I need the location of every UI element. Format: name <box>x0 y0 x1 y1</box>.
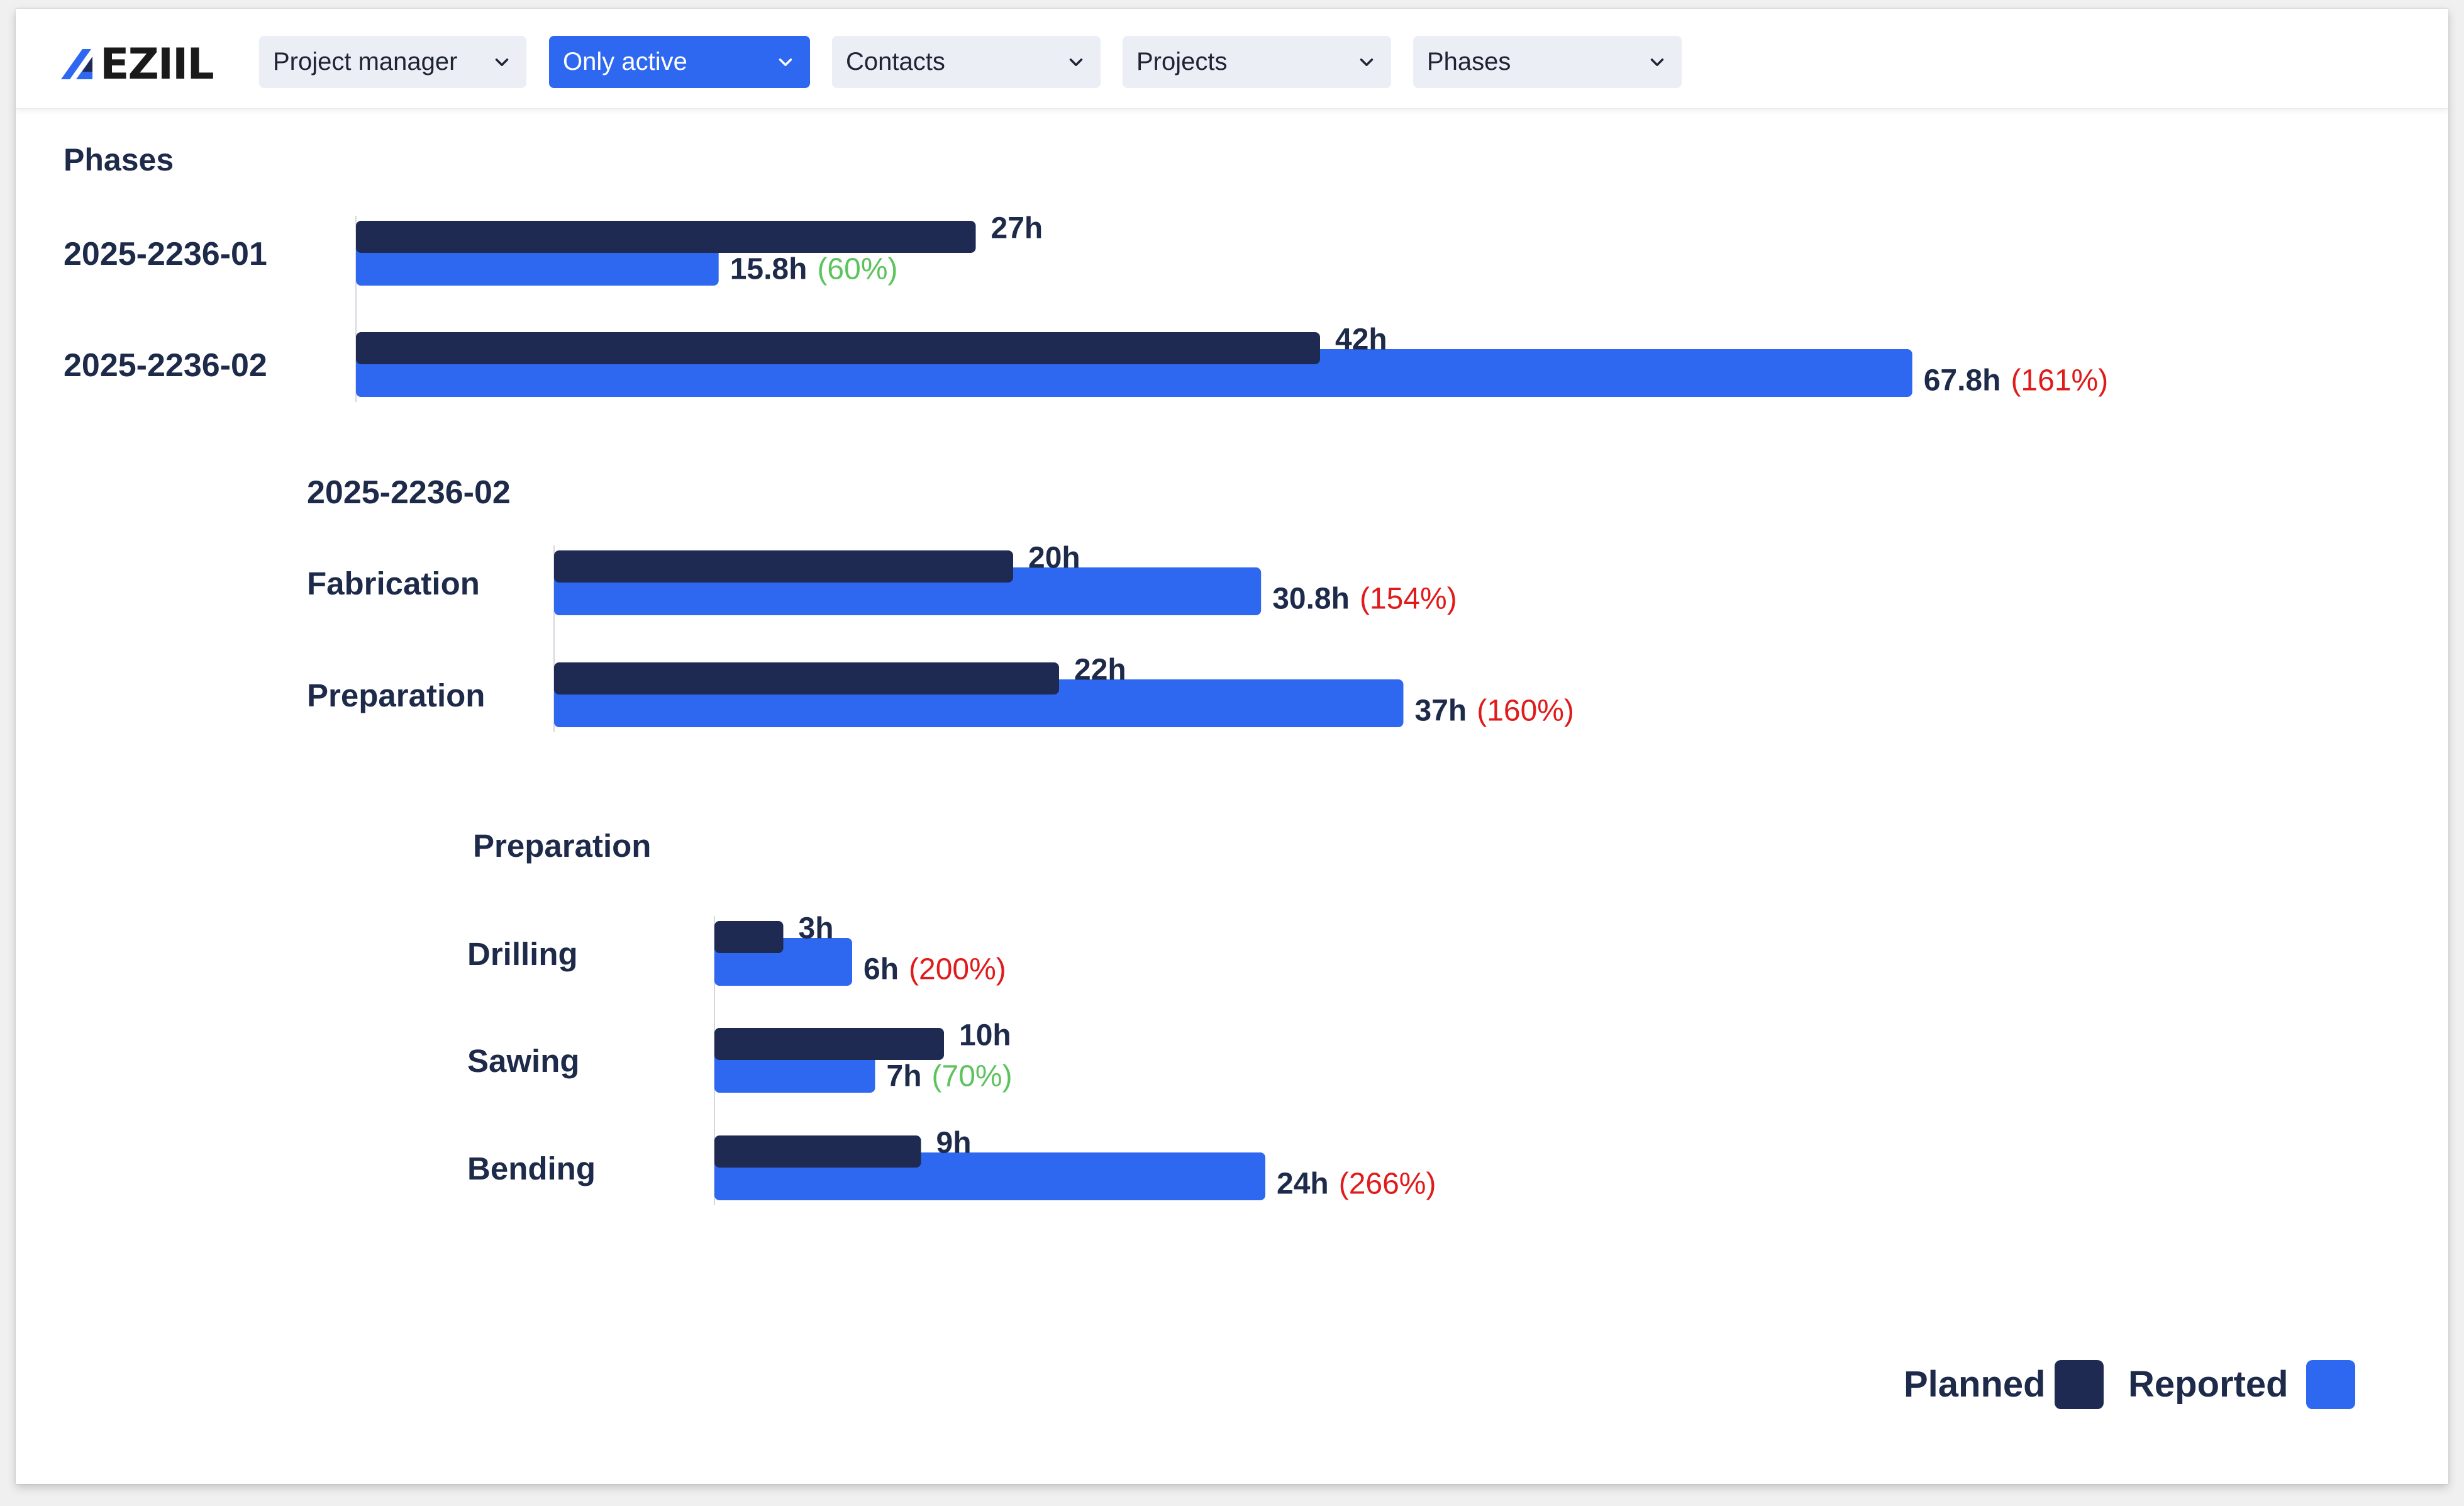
row-label: 2025-2236-01 <box>64 236 267 272</box>
chevron-down-icon <box>1069 58 1083 66</box>
legend-reported-label: Reported <box>2128 1364 2289 1405</box>
row-label: Bending <box>467 1151 596 1186</box>
planned-bar <box>356 332 1320 364</box>
group-heading: Phases <box>64 142 174 177</box>
phases-bar-chart: Phases 2025-2236-01 27h 15.8h (60%) 2025-2236… <box>64 142 2355 1409</box>
report-panel: EZIIL Project manager Only active Contac… <box>16 9 2448 1484</box>
planned-value-label: 22h <box>1074 654 1126 687</box>
row-label: Drilling <box>467 936 578 972</box>
row-label: 2025-2236-02 <box>64 347 267 384</box>
group-heading: Preparation <box>473 828 651 864</box>
percent-label: (70%) <box>932 1060 1013 1093</box>
planned-value-label: 10h <box>959 1019 1011 1052</box>
legend-planned-swatch <box>2055 1360 2104 1409</box>
chevron-down-icon <box>495 58 509 66</box>
projects-dropdown[interactable]: Projects <box>1123 36 1391 88</box>
filter-toolbar: EZIIL Project manager Only active Contac… <box>16 9 2448 109</box>
planned-value-label: 20h <box>1028 542 1080 575</box>
only-active-dropdown[interactable]: Only active <box>549 36 810 88</box>
legend-reported-swatch <box>2306 1360 2355 1409</box>
row-label: Sawing <box>467 1043 580 1079</box>
percent-label: (160%) <box>1477 694 1574 728</box>
reported-value-label: 6h <box>863 953 899 986</box>
project-manager-dropdown[interactable]: Project manager <box>259 36 526 88</box>
logo-text: EZIIL <box>100 39 214 89</box>
reported-value-label: 37h <box>1415 694 1467 728</box>
phases-dropdown[interactable]: Phases <box>1413 36 1682 88</box>
planned-bar <box>714 921 784 953</box>
row-label: Preparation <box>307 678 485 713</box>
dropdown-label: Only active <box>563 48 687 75</box>
legend-planned-label: Planned <box>1904 1364 2046 1405</box>
percent-label: (60%) <box>817 253 897 286</box>
dropdown-label: Contacts <box>846 48 945 75</box>
planned-bar <box>714 1135 921 1168</box>
reported-value-label: 7h <box>887 1060 922 1093</box>
planned-value-label: 9h <box>936 1127 972 1160</box>
percent-label: (154%) <box>1360 583 1457 616</box>
dropdown-label: Project manager <box>273 48 458 75</box>
percent-label: (266%) <box>1339 1168 1436 1201</box>
planned-bar <box>714 1028 944 1060</box>
planned-value-label: 3h <box>799 912 834 945</box>
reported-value-label: 30.8h <box>1272 583 1350 616</box>
reported-value-label: 15.8h <box>730 253 807 286</box>
planned-value-label: 27h <box>991 212 1043 245</box>
chevron-down-icon <box>1650 58 1664 66</box>
reported-value-label: 67.8h <box>1924 364 2001 398</box>
logo-mark-icon <box>61 49 92 79</box>
dropdown-label: Projects <box>1136 48 1228 75</box>
planned-value-label: 42h <box>1335 323 1387 357</box>
planned-bar <box>554 550 1013 583</box>
chevron-down-icon <box>1360 58 1374 66</box>
row-label: Fabrication <box>307 566 480 601</box>
group-heading: 2025-2236-02 <box>307 474 511 511</box>
planned-bar <box>356 221 976 253</box>
planned-bar <box>554 662 1059 694</box>
percent-label: (161%) <box>2011 364 2108 398</box>
dropdown-label: Phases <box>1427 48 1511 75</box>
percent-label: (200%) <box>909 953 1006 986</box>
reported-value-label: 24h <box>1277 1168 1329 1201</box>
contacts-dropdown[interactable]: Contacts <box>832 36 1101 88</box>
chevron-down-icon <box>779 58 792 66</box>
eziil-logo[interactable]: EZIIL <box>60 39 214 89</box>
